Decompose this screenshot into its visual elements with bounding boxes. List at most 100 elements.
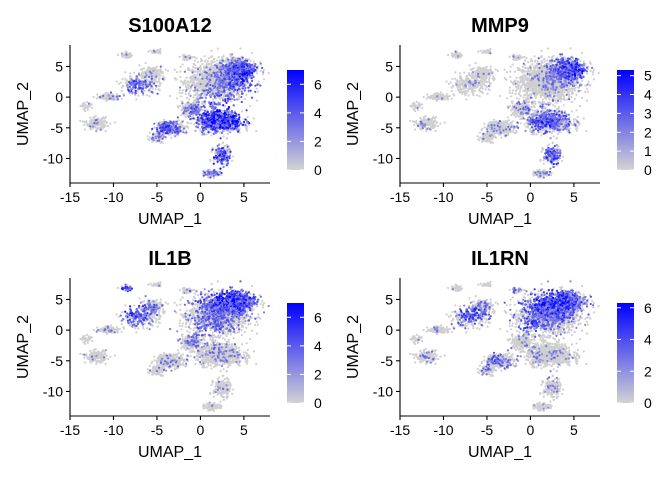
cell-point-expressed	[216, 157, 218, 159]
cell-point	[150, 50, 152, 52]
cell-point	[79, 120, 81, 122]
cell-point-expressed	[224, 100, 226, 102]
cell-point-expressed	[183, 111, 185, 113]
cell-point	[114, 121, 116, 123]
cell-point-expressed	[179, 86, 181, 88]
cell-point	[185, 130, 187, 132]
cell-point-expressed	[226, 86, 228, 88]
cell-point	[249, 105, 251, 107]
cell-point-expressed	[219, 69, 221, 71]
cell-point-expressed	[219, 116, 221, 118]
cell-point	[100, 126, 102, 128]
cell-point	[263, 78, 265, 80]
cell-point	[238, 98, 240, 100]
cell-point-expressed	[193, 112, 195, 114]
cell-point-expressed	[208, 73, 210, 75]
y-tick-label: -10	[43, 150, 63, 166]
cell-point	[156, 50, 158, 52]
cell-point-expressed	[195, 126, 197, 128]
cell-point-expressed	[223, 86, 225, 88]
cell-point-expressed	[236, 98, 238, 100]
cell-point-expressed	[196, 101, 198, 103]
cell-point-expressed	[155, 85, 157, 87]
cell-point-expressed	[210, 75, 212, 77]
cell-point-expressed	[236, 92, 238, 94]
cell-point-expressed	[229, 155, 231, 157]
cell-point-expressed	[213, 107, 215, 109]
cell-point-expressed	[246, 122, 248, 124]
cell-point-expressed	[203, 128, 205, 130]
cell-point-expressed	[239, 58, 241, 60]
cell-point-expressed	[189, 118, 191, 120]
cell-point-expressed	[232, 94, 234, 96]
cell-point-expressed	[169, 121, 171, 123]
cell-point	[158, 81, 160, 83]
cell-point-expressed	[213, 163, 215, 165]
cell-point	[200, 69, 202, 71]
cell-point	[154, 78, 156, 80]
cell-point	[116, 93, 118, 95]
cell-point	[149, 95, 151, 97]
cell-point	[542, 98, 544, 100]
cell-point	[201, 81, 203, 83]
cell-point-expressed	[206, 94, 208, 96]
cell-point-expressed	[131, 92, 133, 94]
cell-point	[185, 85, 187, 87]
cell-point-expressed	[151, 78, 153, 80]
cell-point-expressed	[207, 131, 209, 133]
cell-point	[224, 105, 226, 107]
cell-point	[89, 128, 91, 130]
cell-point-expressed	[222, 99, 224, 101]
cell-point-expressed	[155, 75, 157, 77]
cell-point-expressed	[229, 131, 231, 133]
cell-point	[84, 105, 86, 107]
cell-point	[187, 84, 189, 86]
cell-point-expressed	[193, 117, 195, 119]
cell-points	[79, 47, 270, 179]
cell-point-expressed	[243, 69, 245, 71]
cell-point-expressed	[194, 89, 196, 91]
cell-point	[204, 87, 206, 89]
cell-point-expressed	[213, 72, 215, 74]
cell-point	[174, 77, 176, 79]
cell-point-expressed	[157, 135, 159, 137]
cell-point	[238, 96, 240, 98]
cell-point-expressed	[213, 169, 215, 171]
cell-point	[129, 72, 131, 74]
cell-point-expressed	[234, 99, 236, 101]
cell-point	[241, 110, 243, 112]
cell-point	[167, 70, 169, 72]
cell-point	[208, 70, 210, 72]
cell-point	[197, 77, 199, 79]
cell-point-expressed	[243, 121, 245, 123]
cell-point	[176, 97, 178, 99]
x-tick-label: -10	[103, 189, 123, 205]
cell-point-expressed	[221, 80, 223, 82]
cell-point	[105, 92, 107, 94]
cell-point-expressed	[177, 116, 179, 118]
cell-point-expressed	[213, 87, 215, 89]
cell-point-expressed	[236, 73, 238, 75]
cell-point-expressed	[156, 127, 158, 129]
cell-point	[235, 57, 237, 59]
cell-point-expressed	[246, 79, 248, 81]
cell-point	[93, 96, 95, 98]
cell-point-expressed	[240, 81, 242, 83]
cell-point	[159, 89, 161, 91]
cell-point-expressed	[221, 152, 223, 154]
cell-point-expressed	[190, 111, 192, 113]
cell-point-expressed	[250, 90, 252, 92]
cell-point	[162, 75, 164, 77]
cell-point-expressed	[146, 86, 148, 88]
cell-point-expressed	[200, 94, 202, 96]
cell-point	[118, 83, 120, 85]
cell-point-expressed	[217, 88, 219, 90]
cell-point	[105, 130, 107, 132]
cell-point	[117, 54, 119, 56]
cell-point	[263, 69, 265, 71]
cell-point-expressed	[227, 108, 229, 110]
cell-point	[231, 160, 233, 162]
cell-point-expressed	[142, 92, 144, 94]
cell-point-expressed	[201, 78, 203, 80]
panel-mmp9: MMP9-15 -10 -5 0 550-5-10UMAP_1UMAP_2543210	[345, 15, 652, 228]
